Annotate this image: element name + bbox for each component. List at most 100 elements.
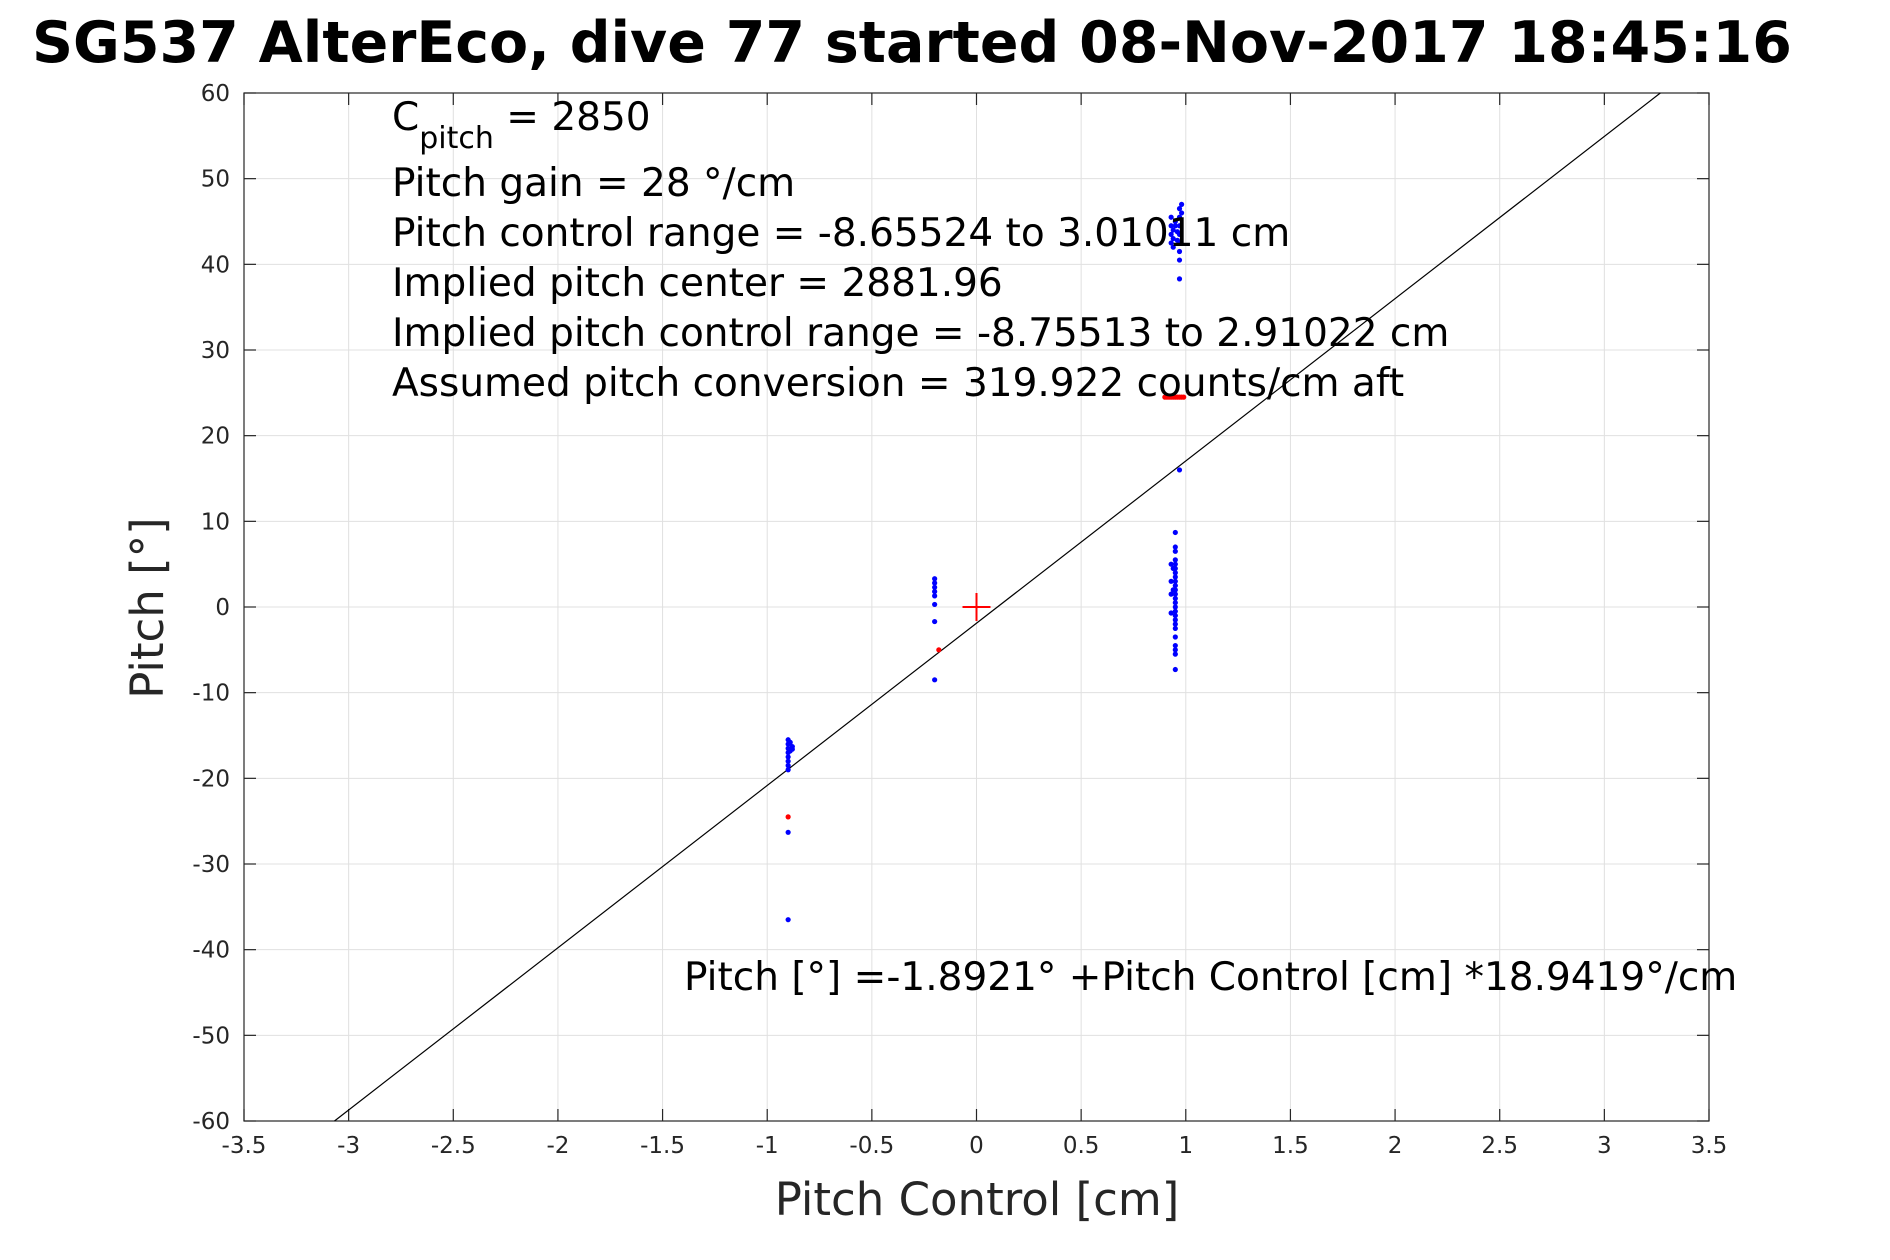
data-point-blue <box>1172 600 1178 606</box>
x-tick-label: -1.5 <box>640 1133 685 1159</box>
data-point-blue <box>1176 467 1183 473</box>
data-point-blue <box>1176 231 1183 237</box>
y-tick-label: 30 <box>201 338 230 364</box>
y-tick-label: -40 <box>192 938 230 964</box>
data-point-blue <box>1172 557 1178 563</box>
data-points <box>785 201 1187 923</box>
data-point-blue <box>1179 210 1185 216</box>
x-tick-label: 1 <box>1178 1133 1193 1159</box>
data-point-blue <box>785 767 791 773</box>
data-point-blue <box>785 762 791 769</box>
data-point-blue <box>1176 214 1183 220</box>
y-axis-label: Pitch [°] <box>121 517 174 698</box>
data-point-blue <box>1170 587 1176 593</box>
fit-line <box>334 92 1661 1122</box>
fit-equation-label: Pitch [°] =-1.8921° +Pitch Control [cm] … <box>684 955 1737 1000</box>
data-point-red <box>936 647 942 653</box>
annotation-line: Implied pitch control range = -8.75513 t… <box>392 311 1449 356</box>
data-point-blue <box>1176 223 1183 229</box>
data-point-blue <box>1170 565 1176 572</box>
data-point-blue <box>1172 574 1178 580</box>
data-point-blue <box>932 677 938 683</box>
data-point-blue <box>1170 244 1176 250</box>
x-tick-label: -3.5 <box>222 1133 267 1159</box>
x-tick-label: 0 <box>969 1133 984 1159</box>
data-point-blue <box>1172 595 1178 602</box>
data-point-blue <box>1172 621 1178 627</box>
data-point-blue <box>1168 240 1174 246</box>
data-point-blue <box>932 593 938 599</box>
data-point-blue <box>785 917 791 923</box>
y-tick-label: -30 <box>192 852 230 878</box>
data-point-blue <box>1172 634 1178 640</box>
y-tick-label: -20 <box>192 766 230 792</box>
y-tick-label: -50 <box>192 1023 230 1049</box>
data-point-blue <box>1179 201 1185 207</box>
data-point-blue <box>1172 544 1178 550</box>
axis-ticks: -3.5 -3 -2.5 -2 -1.5 -1 -0.5 0 0.5 1 1.5 2 2.5 3 3.5 -6… <box>192 81 1727 1159</box>
x-tick-label: 1.5 <box>1272 1133 1309 1159</box>
y-tick-label: 20 <box>201 424 230 450</box>
data-point-blue <box>785 829 791 835</box>
grid-lines <box>243 92 1710 1122</box>
data-point-blue <box>1168 561 1174 567</box>
data-point-blue <box>1172 604 1178 610</box>
data-point-blue <box>1168 610 1174 616</box>
data-point-blue <box>787 739 793 745</box>
data-point-blue <box>1168 223 1174 229</box>
data-point-blue <box>932 584 938 590</box>
data-point-blue <box>1172 218 1178 225</box>
x-tick-label: 0.5 <box>1063 1133 1100 1159</box>
center-marker <box>962 593 991 621</box>
annotation-line: Pitch control range = -8.65524 to 3.0101… <box>392 211 1290 256</box>
annotation-line: Assumed pitch conversion = 319.922 count… <box>392 361 1404 406</box>
x-tick-label: -3 <box>337 1133 360 1159</box>
x-tick-label: -2 <box>546 1133 569 1159</box>
data-point-blue <box>1172 570 1178 576</box>
data-point-blue <box>1172 529 1178 536</box>
data-point-blue <box>1172 642 1178 649</box>
data-point-blue <box>932 576 938 582</box>
data-point-blue <box>1172 223 1178 229</box>
data-point-blue <box>932 601 938 608</box>
y-tick-label: 50 <box>201 167 230 193</box>
x-tick-label: 2 <box>1388 1133 1403 1159</box>
data-point-blue <box>1168 214 1174 220</box>
data-point-blue <box>1172 548 1178 554</box>
data-point-blue <box>1172 582 1178 589</box>
cpitch-main: C <box>392 95 419 140</box>
x-axis-label: Pitch Control [cm] <box>775 1173 1180 1226</box>
regression-line <box>334 92 1661 1122</box>
x-tick-label: 3.5 <box>1691 1133 1728 1159</box>
annotation-cpitch: Cpitch = 2850 <box>392 95 651 156</box>
x-tick-label: -2.5 <box>431 1133 476 1159</box>
y-tick-label: 60 <box>201 81 230 107</box>
data-point-blue <box>1172 608 1178 614</box>
data-point-blue <box>1172 561 1178 567</box>
annotation-line: Pitch gain = 28 °/cm <box>392 161 795 206</box>
data-point-blue <box>1172 647 1178 653</box>
data-point-blue <box>1170 236 1176 242</box>
data-point-blue <box>1176 276 1183 282</box>
x-tick-label: -0.5 <box>849 1133 894 1159</box>
annotation-block: Cpitch = 2850 Pitch gain = 28 °/cm Pitch… <box>392 95 1449 406</box>
data-point-blue <box>932 588 938 595</box>
data-point-blue <box>1176 257 1183 263</box>
y-tick-label: 10 <box>201 509 230 535</box>
data-point-blue <box>932 580 938 586</box>
data-point-blue <box>789 746 795 752</box>
data-point-red <box>1181 394 1187 400</box>
data-point-blue <box>1172 666 1178 673</box>
data-point-blue <box>1168 578 1174 584</box>
cpitch-value: = 2850 <box>494 95 651 140</box>
x-tick-label: -1 <box>756 1133 779 1159</box>
x-tick-label: 2.5 <box>1481 1133 1518 1159</box>
y-tick-label: -10 <box>192 681 230 707</box>
y-tick-label: -60 <box>192 1109 230 1135</box>
data-point-blue <box>1176 206 1183 212</box>
x-tick-label: 3 <box>1597 1133 1612 1159</box>
data-point-blue <box>785 754 791 760</box>
data-point-blue <box>1176 248 1183 255</box>
y-tick-label: 0 <box>215 595 230 621</box>
